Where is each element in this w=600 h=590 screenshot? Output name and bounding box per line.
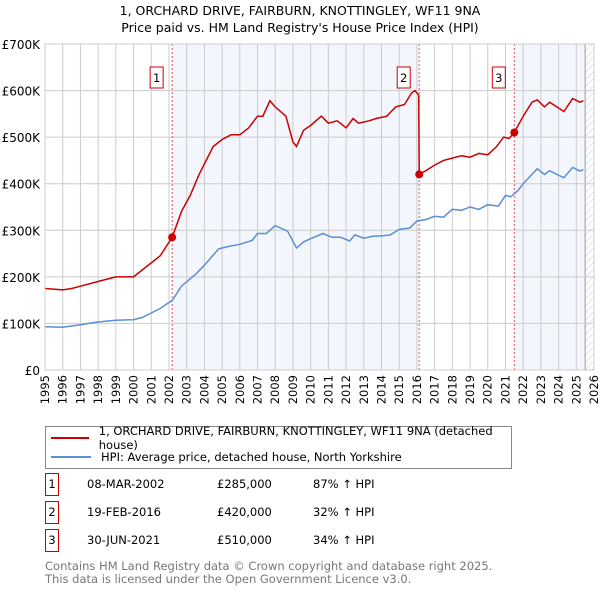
transaction-point bbox=[415, 170, 424, 179]
transaction-label-box bbox=[396, 66, 411, 89]
transaction-label-box bbox=[149, 66, 164, 89]
legend: 1, ORCHARD DRIVE, FAIRBURN, KNOTTINGLEY,… bbox=[45, 424, 512, 469]
x-tick-label: 2013 bbox=[357, 375, 371, 404]
x-tick-label: 2001 bbox=[144, 375, 158, 404]
chart-title: 1, ORCHARD DRIVE, FAIRBURN, KNOTTINGLEY,… bbox=[119, 3, 481, 18]
plot-border bbox=[44, 43, 595, 371]
transaction-label: 2 bbox=[400, 71, 407, 85]
x-tick-label: 2005 bbox=[215, 375, 229, 404]
x-tick-label: 1998 bbox=[91, 375, 105, 404]
price-paid-line bbox=[44, 89, 584, 291]
legend-label: 1, ORCHARD DRIVE, FAIRBURN, KNOTTINGLEY,… bbox=[98, 424, 493, 452]
x-tick-label: 2011 bbox=[321, 375, 335, 404]
legend-swatch-red bbox=[51, 437, 89, 439]
x-tick-label: 2008 bbox=[268, 375, 282, 404]
transaction-date: 30-JUN-2021 bbox=[87, 533, 161, 547]
transaction-price: £510,000 bbox=[217, 533, 272, 547]
transaction-hpi: 87% ↑ HPI bbox=[313, 477, 375, 491]
x-tick-label: 2020 bbox=[481, 375, 495, 404]
x-tick-label: 2022 bbox=[516, 375, 530, 404]
transaction-label-box bbox=[491, 66, 506, 89]
x-tick-label: 2007 bbox=[251, 375, 265, 404]
y-tick-label: £600K bbox=[2, 85, 42, 99]
x-tick-label: 2016 bbox=[410, 375, 424, 404]
x-tick-label: 2014 bbox=[374, 375, 388, 404]
legend-item-hpi: HPI: Average price, detached house, Nort… bbox=[51, 448, 402, 466]
x-tick-label: 2009 bbox=[286, 375, 300, 404]
x-tick-label: 1996 bbox=[56, 375, 70, 404]
transaction-date: 19-FEB-2016 bbox=[87, 505, 161, 519]
shaded-period bbox=[514, 44, 586, 370]
x-tick-label: 2000 bbox=[127, 375, 141, 404]
x-tick-label: 2019 bbox=[463, 375, 477, 404]
transaction-marker: 1 bbox=[45, 473, 59, 496]
legend-item-property: 1, ORCHARD DRIVE, FAIRBURN, KNOTTINGLEY,… bbox=[51, 424, 511, 452]
x-tick-label: 2018 bbox=[445, 375, 459, 404]
legend-label: HPI: Average price, detached house, Nort… bbox=[101, 450, 402, 464]
y-tick-label: £700K bbox=[2, 38, 42, 52]
x-tick-label: 2012 bbox=[339, 375, 353, 404]
transaction-marker: 3 bbox=[45, 529, 59, 552]
y-tick-label: £100K bbox=[2, 317, 42, 331]
transaction-hpi: 32% ↑ HPI bbox=[313, 505, 375, 519]
plot-area: £0 £100K £200K £300K £400K £500K £600K £700K 199… bbox=[2, 38, 600, 404]
x-tick-label: 2023 bbox=[534, 375, 548, 404]
transaction-price: £420,000 bbox=[217, 505, 272, 519]
y-tick-label: £200K bbox=[2, 271, 42, 285]
transaction-marker: 2 bbox=[45, 501, 59, 524]
x-tick-label: 2002 bbox=[162, 375, 176, 404]
x-tick-label: 2004 bbox=[197, 375, 211, 404]
y-tick-label: £0 bbox=[25, 364, 40, 378]
x-tick-label: 1997 bbox=[73, 375, 87, 404]
x-tick-label: 1995 bbox=[38, 375, 52, 404]
chart-subtitle: Price paid vs. HM Land Registry's House … bbox=[121, 20, 479, 35]
transaction-label: 1 bbox=[153, 71, 160, 85]
x-tick-label: 2010 bbox=[304, 375, 318, 404]
transaction-point bbox=[168, 233, 177, 242]
x-tick-label: 2003 bbox=[180, 375, 194, 404]
y-tick-label: £400K bbox=[2, 178, 42, 192]
transaction-date: 08-MAR-2002 bbox=[87, 477, 165, 491]
footer-line-1: Contains HM Land Registry data © Crown c… bbox=[45, 559, 493, 573]
x-tick-label: 2024 bbox=[552, 375, 566, 404]
x-tick-label: 2006 bbox=[233, 375, 247, 404]
x-tick-label: 2017 bbox=[428, 375, 442, 404]
shaded-period bbox=[172, 44, 420, 370]
x-tick-label: 2026 bbox=[587, 375, 600, 404]
y-tick-label: £300K bbox=[2, 224, 42, 238]
x-tick-label: 2015 bbox=[392, 375, 406, 404]
x-tick-label: 2025 bbox=[569, 375, 583, 404]
legend-swatch-blue bbox=[51, 456, 91, 458]
transaction-price: £285,000 bbox=[217, 477, 272, 491]
x-tick-label: 2021 bbox=[498, 375, 512, 404]
future-hatch bbox=[585, 44, 594, 370]
footer-line-2: This data is licensed under the Open Gov… bbox=[45, 572, 412, 586]
y-tick-label: £500K bbox=[2, 131, 42, 145]
hpi-line bbox=[44, 166, 584, 328]
x-tick-label: 1999 bbox=[109, 375, 123, 404]
transaction-label: 3 bbox=[495, 71, 502, 85]
transaction-point bbox=[510, 128, 519, 137]
transaction-hpi: 34% ↑ HPI bbox=[313, 533, 375, 547]
